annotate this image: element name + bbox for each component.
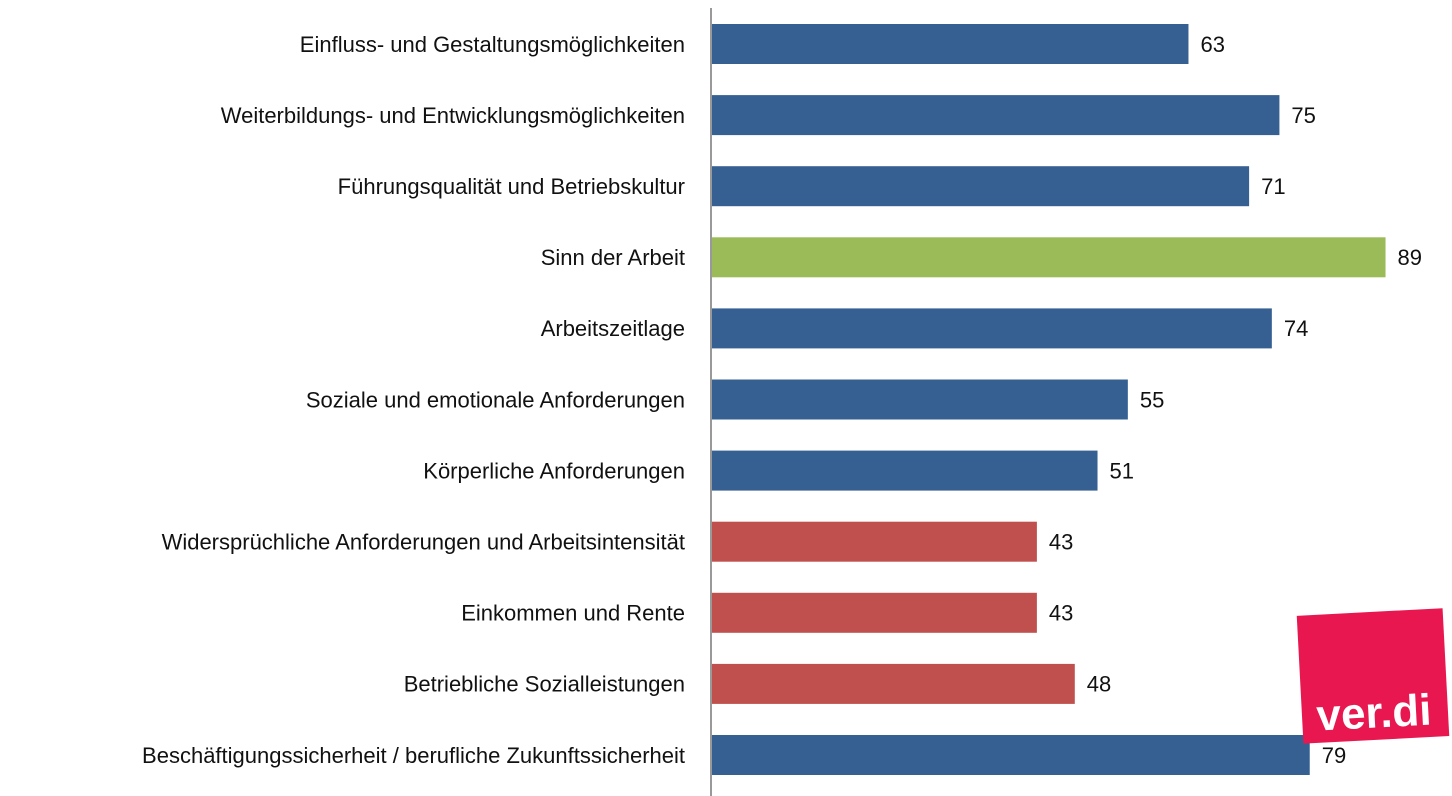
logo-box	[1296, 608, 1450, 744]
category-label: Körperliche Anforderungen	[423, 458, 685, 483]
category-label: Einfluss- und Gestaltungsmöglichkeiten	[300, 32, 685, 57]
bar	[711, 237, 1386, 278]
category-label: Beschäftigungssicherheit / berufliche Zu…	[142, 743, 685, 768]
bar	[711, 24, 1189, 64]
value-label: 51	[1110, 458, 1134, 483]
bar	[711, 166, 1250, 207]
bar	[711, 95, 1280, 136]
value-label: 43	[1049, 530, 1073, 555]
value-label: 48	[1087, 672, 1111, 697]
bar	[711, 663, 1075, 704]
category-label: Betriebliche Sozialleistungen	[404, 672, 685, 697]
value-label: 55	[1140, 387, 1164, 412]
bar	[711, 379, 1128, 420]
bar	[711, 450, 1098, 491]
category-label: Einkommen und Rente	[461, 601, 685, 626]
bar	[711, 735, 1310, 775]
value-label: 63	[1200, 32, 1224, 57]
value-label: 74	[1284, 316, 1308, 341]
logo-text: ver.di	[1315, 686, 1432, 741]
category-label: Sinn der Arbeit	[541, 245, 685, 270]
bar	[711, 521, 1037, 562]
value-label: 71	[1261, 174, 1285, 199]
category-label: Arbeitszeitlage	[541, 316, 685, 341]
bar	[711, 592, 1037, 633]
category-label: Führungsqualität und Betriebskultur	[338, 174, 685, 199]
value-label: 79	[1322, 743, 1346, 768]
category-label: Weiterbildungs- und Entwicklungsmöglichk…	[221, 103, 685, 128]
bar	[711, 308, 1272, 349]
category-label: Soziale und emotionale Anforderungen	[306, 387, 685, 412]
logo: ver.di	[1296, 608, 1450, 744]
value-label: 75	[1291, 103, 1315, 128]
category-label: Widersprüchliche Anforderungen und Arbei…	[162, 530, 685, 555]
value-label: 89	[1398, 245, 1422, 270]
value-label: 43	[1049, 601, 1073, 626]
